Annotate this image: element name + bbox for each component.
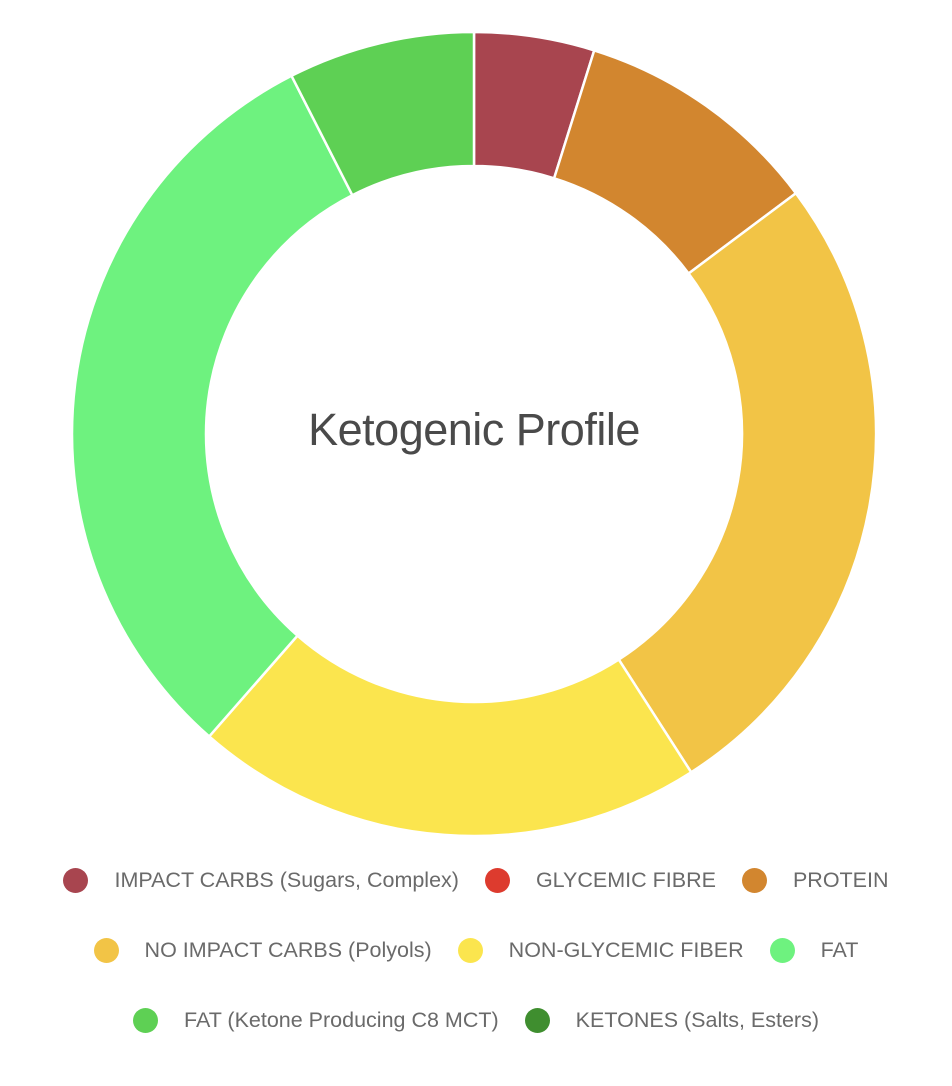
legend-swatch-icon xyxy=(484,867,510,893)
donut-chart: Ketogenic Profile xyxy=(70,30,878,838)
legend-item-protein[interactable]: PROTEIN xyxy=(741,867,889,893)
legend-item-impact-carbs-sugars-complex[interactable]: IMPACT CARBS (Sugars, Complex) xyxy=(63,867,459,893)
legend-swatch-icon xyxy=(133,1007,158,1033)
legend-label: NON-GLYCEMIC FIBER xyxy=(508,937,744,962)
legend-swatch-icon xyxy=(524,1007,550,1033)
legend-swatch-icon xyxy=(457,937,483,963)
legend-swatch-icon xyxy=(63,867,89,893)
legend-label: NO IMPACT CARBS (Polyols) xyxy=(144,937,432,962)
legend-label: FAT (Ketone Producing C8 MCT) xyxy=(184,1007,499,1032)
legend-row: NO IMPACT CARBS (Polyols) NON-GLYCEMIC FI… xyxy=(0,936,952,964)
legend-item-ketones-salts-esters[interactable]: KETONES (Salts, Esters) xyxy=(524,1007,819,1033)
legend-row: IMPACT CARBS (Sugars, Complex) GLYCEMIC F… xyxy=(0,866,952,894)
donut-segment-non-glycemic-fiber[interactable] xyxy=(207,634,693,838)
legend-item-fat-ketone-producing-c8-mct[interactable]: FAT (Ketone Producing C8 MCT) xyxy=(133,1007,499,1033)
donut-segment-fat[interactable] xyxy=(70,74,354,738)
legend-item-non-glycemic-fiber[interactable]: NON-GLYCEMIC FIBER xyxy=(457,937,744,963)
legend-swatch-icon xyxy=(93,937,119,963)
legend-item-glycemic-fibre[interactable]: GLYCEMIC FIBRE xyxy=(484,867,716,893)
chart-legend: IMPACT CARBS (Sugars, Complex) GLYCEMIC F… xyxy=(0,866,952,1034)
legend-label: IMPACT CARBS (Sugars, Complex) xyxy=(114,867,459,892)
legend-label: GLYCEMIC FIBRE xyxy=(535,867,716,892)
donut-segment-no-impact-carbs-polyols[interactable] xyxy=(617,191,878,774)
donut-chart-svg xyxy=(70,30,878,838)
legend-swatch-icon xyxy=(741,867,767,893)
legend-item-no-impact-carbs-polyols[interactable]: NO IMPACT CARBS (Polyols) xyxy=(93,937,432,963)
legend-swatch-icon xyxy=(769,937,795,963)
legend-label: PROTEIN xyxy=(792,867,889,892)
legend-label: KETONES (Salts, Esters) xyxy=(575,1007,819,1032)
donut-segment-fat-ketone-producing-c8-mct[interactable] xyxy=(290,30,476,197)
legend-label: FAT xyxy=(820,937,859,962)
legend-row: FAT (Ketone Producing C8 MCT) KETONES (Sa… xyxy=(0,1006,952,1034)
legend-item-fat[interactable]: FAT xyxy=(769,937,859,963)
